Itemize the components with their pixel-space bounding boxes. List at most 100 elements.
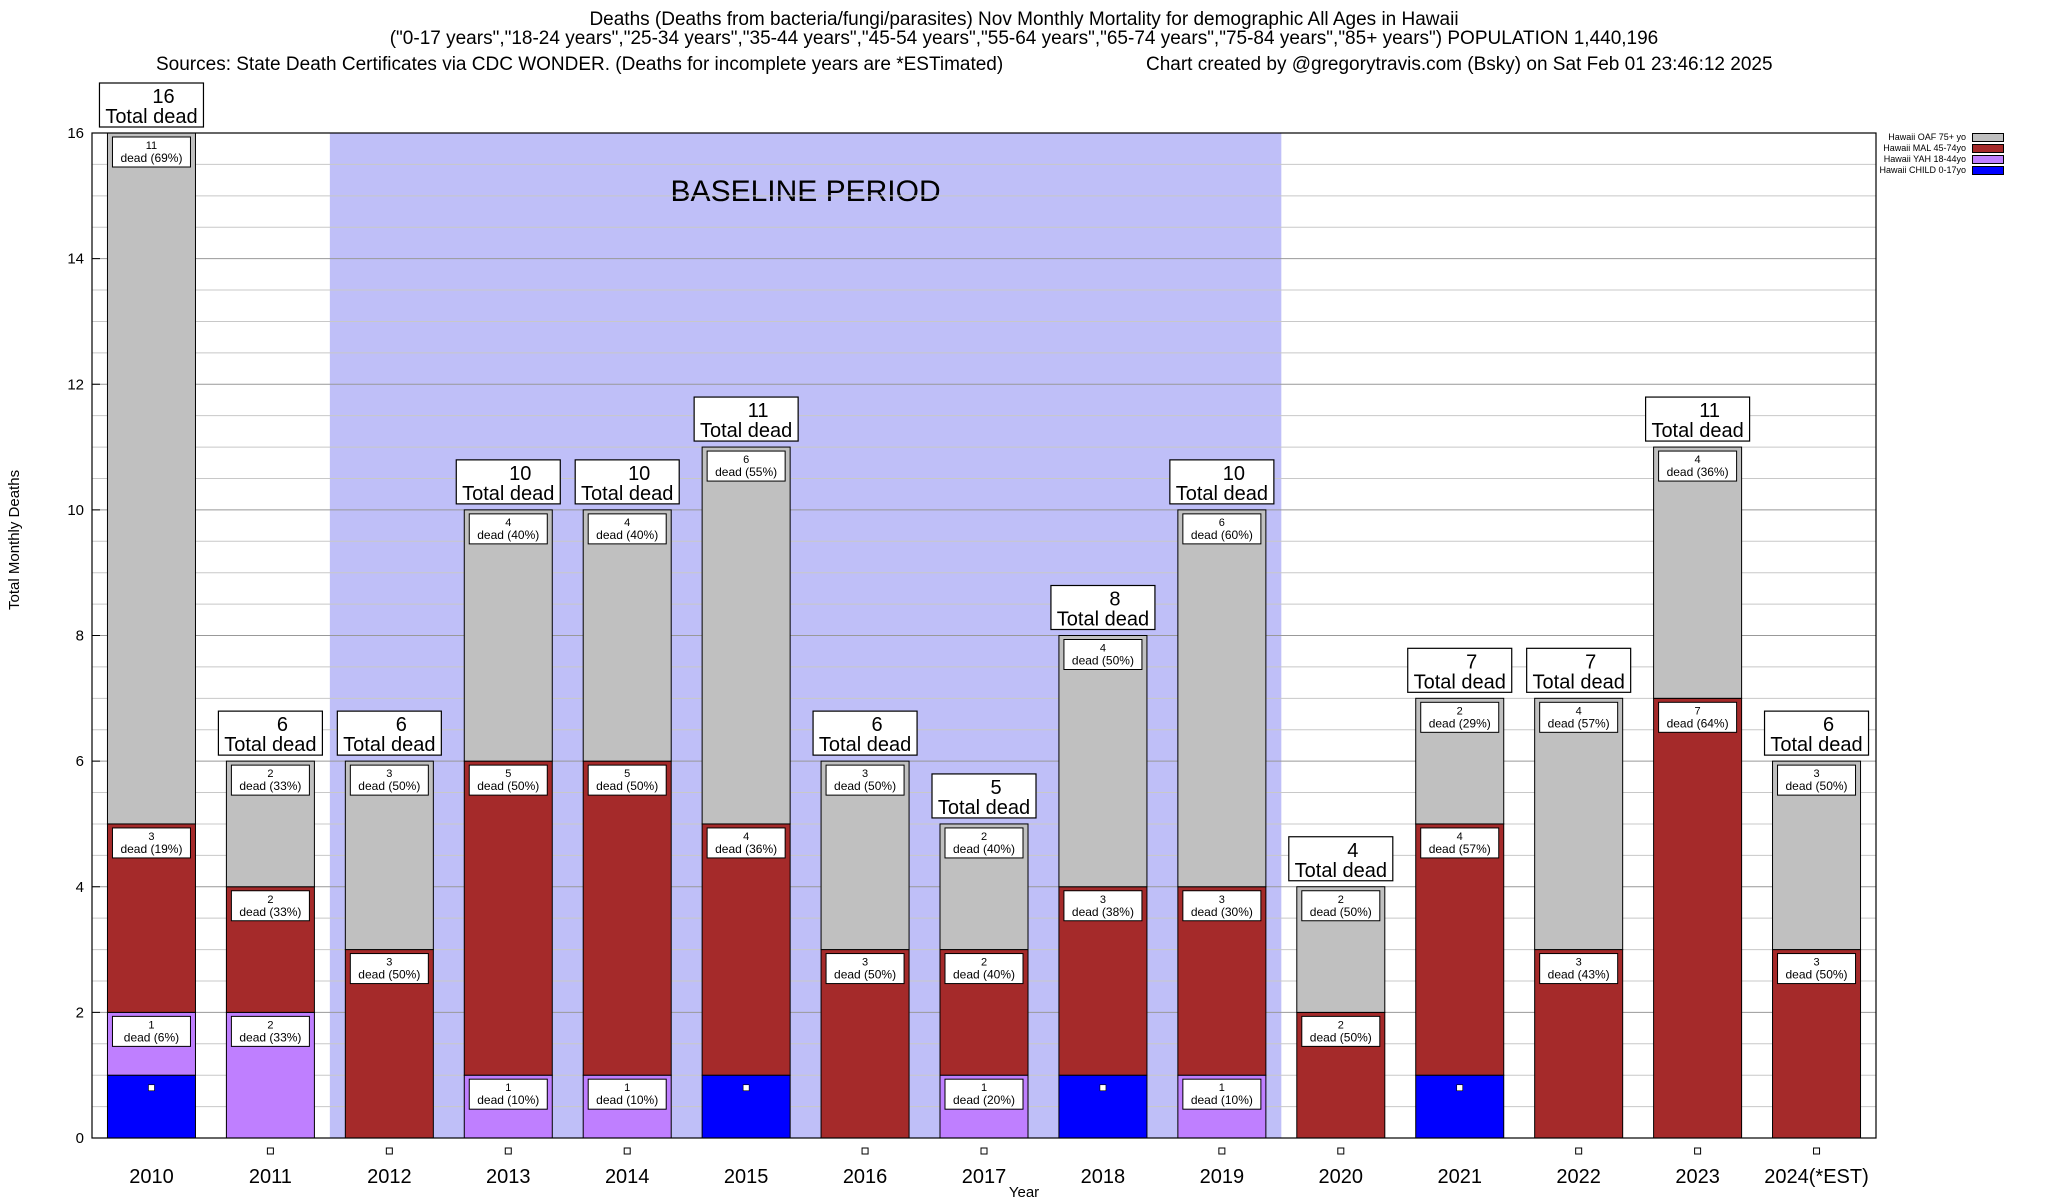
total-text-label: Total dead	[1414, 671, 1506, 693]
total-value-label: 11	[1699, 400, 1720, 422]
bar-segment	[582, 760, 672, 1076]
total-text-label: Total dead	[581, 483, 673, 505]
segment-label-box	[1182, 1078, 1262, 1110]
segment-percent-label: dead (36%)	[715, 842, 777, 856]
segment-label-box	[944, 1078, 1024, 1110]
x-tick-label: 2011	[249, 1166, 292, 1188]
y-tick-label: 4	[76, 879, 84, 896]
legend-label: Hawaii MAL 45-74yo	[1883, 143, 1966, 153]
segment-percent-label: dead (40%)	[596, 528, 658, 542]
segment-count-label: 2	[981, 957, 987, 969]
total-box	[1169, 459, 1275, 505]
legend-swatch	[1972, 166, 2004, 175]
segment-percent-label: dead (40%)	[953, 968, 1015, 982]
segment-percent-label: dead (50%)	[358, 968, 420, 982]
empty-marker	[1813, 1147, 1821, 1155]
segment-count-label: 3	[386, 768, 392, 780]
baseline-label: BASELINE PERIOD	[671, 175, 941, 208]
total-value-label: 6	[872, 714, 883, 736]
legend-item: Hawaii MAL 45-74yo	[1879, 143, 2004, 154]
segment-percent-label: dead (29%)	[1429, 716, 1491, 730]
segment-percent-label: dead (10%)	[596, 1093, 658, 1107]
x-tick-label: 2024(*EST)	[1764, 1166, 1869, 1188]
segment-percent-label: dead (30%)	[1191, 905, 1253, 919]
x-tick-label: 2023	[1675, 1166, 1720, 1188]
segment-percent-label: dead (50%)	[834, 968, 896, 982]
bar-segment	[1415, 823, 1505, 1076]
total-box	[1288, 836, 1394, 882]
segment-label-box	[706, 827, 786, 859]
segment-percent-label: dead (50%)	[477, 779, 539, 793]
segment-percent-label: dead (50%)	[1072, 654, 1134, 668]
segment-label-box	[587, 1078, 667, 1110]
bar-segment	[701, 446, 791, 825]
y-tick-label: 16	[67, 125, 84, 142]
segment-percent-label: dead (40%)	[477, 528, 539, 542]
total-value-label: 5	[990, 777, 1001, 799]
segment-percent-label: dead (57%)	[1548, 716, 1610, 730]
segment-percent-label: dead (57%)	[1429, 842, 1491, 856]
plot-frame	[91, 132, 1877, 1139]
segment-label-box	[1420, 827, 1500, 859]
x-tick-label: 2010	[129, 1166, 174, 1188]
empty-marker	[1694, 1147, 1702, 1155]
bar-segment	[1534, 697, 1624, 951]
empty-marker	[1575, 1147, 1583, 1155]
segment-count-label: 3	[1813, 768, 1819, 780]
bar-segment	[1177, 509, 1267, 888]
empty-marker	[861, 1147, 869, 1155]
total-text-label: Total dead	[700, 420, 792, 442]
empty-marker	[266, 1147, 274, 1155]
total-box	[1407, 647, 1513, 693]
segment-label-box	[468, 1078, 548, 1110]
segment-count-label: 2	[981, 831, 987, 843]
segment-label-box	[944, 827, 1024, 859]
total-value-label: 8	[1109, 589, 1120, 611]
total-value-label: 4	[1347, 840, 1358, 862]
segment-count-label: 3	[148, 831, 154, 843]
empty-marker	[623, 1147, 631, 1155]
y-tick-label: 12	[67, 376, 84, 393]
total-box	[336, 710, 442, 756]
segment-label-box	[1182, 890, 1262, 922]
segment-label-box	[111, 136, 191, 168]
segment-label-box	[706, 450, 786, 482]
bar-segment	[1058, 635, 1148, 888]
segment-percent-label: dead (50%)	[358, 779, 420, 793]
y-tick-label: 14	[67, 251, 84, 268]
child-marker	[742, 1084, 750, 1092]
segment-count-label: 2	[267, 894, 273, 906]
segment-count-label: 2	[1338, 1019, 1344, 1031]
total-box	[1763, 710, 1870, 756]
segment-label-box	[111, 1015, 191, 1047]
segment-percent-label: dead (20%)	[953, 1093, 1015, 1107]
segment-count-label: 4	[1695, 454, 1701, 466]
segment-count-label: 4	[1576, 705, 1582, 717]
y-tick-label: 10	[67, 502, 84, 519]
segment-percent-label: dead (33%)	[239, 905, 301, 919]
segment-label-box	[1539, 701, 1619, 733]
empty-marker	[1218, 1147, 1226, 1155]
segment-count-label: 2	[1338, 894, 1344, 906]
segment-count-label: 1	[148, 1019, 154, 1031]
segment-label-box	[349, 953, 429, 985]
y-tick-label: 8	[76, 628, 84, 645]
total-text-label: Total dead	[343, 734, 435, 756]
x-tick-label: 2022	[1556, 1166, 1601, 1188]
segment-count-label: 5	[505, 768, 511, 780]
child-marker	[1099, 1084, 1107, 1092]
total-text-label: Total dead	[462, 483, 554, 505]
total-text-label: Total dead	[938, 797, 1030, 819]
segment-count-label: 6	[743, 454, 749, 466]
segment-label-box	[1420, 701, 1500, 733]
bar-segment	[701, 823, 791, 1076]
total-box	[455, 459, 561, 505]
total-box	[1050, 584, 1156, 631]
total-value-label: 10	[628, 463, 650, 485]
segment-percent-label: dead (64%)	[1667, 716, 1729, 730]
bar-segment	[106, 132, 196, 825]
segment-count-label: 1	[624, 1082, 630, 1094]
title-line-2: ("0-17 years","18-24 years","25-34 years…	[389, 28, 1659, 49]
total-box	[1526, 647, 1632, 693]
total-box	[574, 459, 680, 505]
